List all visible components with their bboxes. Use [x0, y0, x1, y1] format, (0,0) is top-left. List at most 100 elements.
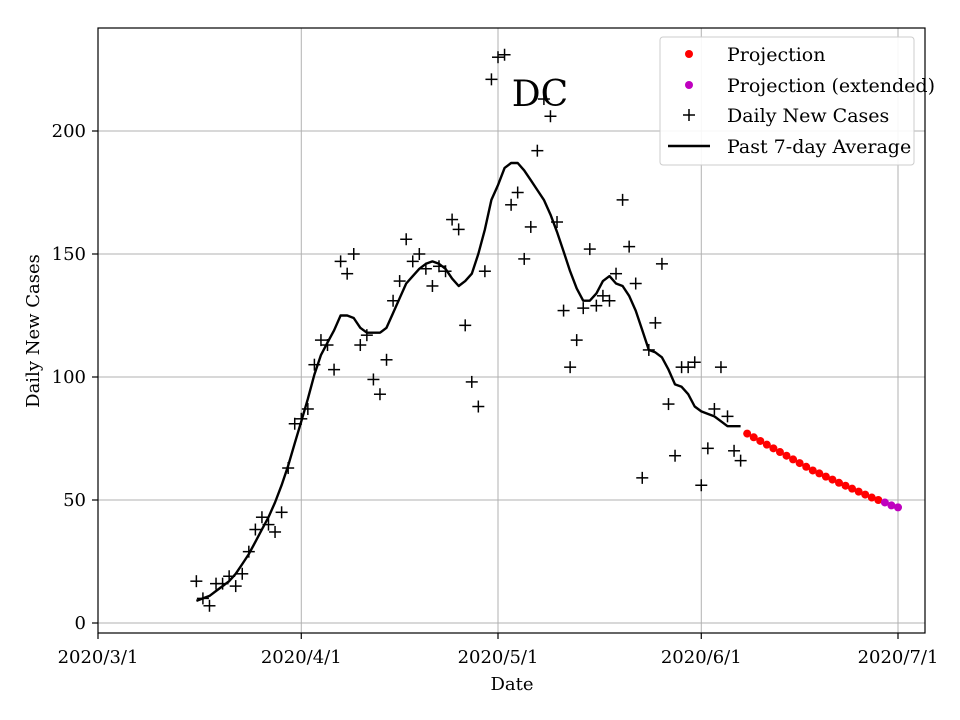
daily-case-point: [524, 220, 537, 233]
daily-case-point: [518, 252, 531, 265]
x-tick-label: 2020/7/1: [858, 647, 939, 668]
projection-extended-point: [880, 498, 889, 507]
daily-case-point: [328, 363, 341, 376]
daily-case-point: [190, 575, 203, 588]
daily-case-point: [360, 329, 373, 342]
daily-case-point: [452, 223, 465, 236]
projection-point: [815, 469, 824, 478]
daily-case-point: [242, 545, 255, 558]
daily-case-point: [314, 334, 327, 347]
daily-case-point: [216, 577, 229, 590]
daily-case-point: [301, 402, 314, 415]
projection-point: [775, 448, 784, 457]
chart-title: DC: [512, 74, 568, 115]
legend-label-projection: Projection: [727, 44, 825, 66]
daily-case-point: [590, 299, 603, 312]
daily-case-point: [321, 339, 334, 352]
daily-case-point: [354, 339, 367, 352]
daily-case-point: [531, 144, 544, 157]
daily-case-point: [629, 277, 642, 290]
daily-case-point: [577, 302, 590, 315]
projection-point: [769, 444, 778, 453]
daily-case-point: [682, 361, 695, 374]
y-tick-label: 100: [52, 367, 86, 388]
daily-case-point: [203, 599, 216, 612]
daily-case-point: [367, 373, 380, 386]
axis-ticks: 2020/3/1 2020/4/1 2020/5/1 2020/6/1 2020/7/1…: [52, 121, 939, 668]
projection-point: [834, 478, 843, 487]
daily-case-point: [223, 570, 236, 583]
legend-label-projection-extended: Projection (extended): [727, 75, 935, 97]
daily-case-point: [603, 294, 616, 307]
daily-case-point: [669, 449, 682, 462]
daily-case-point: [623, 240, 636, 253]
daily-case-point: [255, 511, 268, 524]
projection-point: [874, 496, 883, 504]
daily-case-point: [688, 356, 701, 369]
projection-extended-point: [894, 503, 902, 512]
projection-point: [867, 493, 876, 502]
daily-case-point: [380, 353, 393, 366]
daily-case-point: [478, 265, 491, 278]
daily-case-point: [393, 275, 406, 288]
projection-point: [749, 433, 758, 442]
legend-marker-projection-extended: [685, 81, 693, 89]
daily-case-point: [636, 471, 649, 484]
x-tick-label: 2020/3/1: [58, 647, 139, 668]
daily-case-point: [373, 388, 386, 401]
daily-case-point: [544, 110, 557, 123]
legend-marker-projection: [685, 50, 693, 58]
y-tick-label: 200: [52, 121, 86, 142]
projection-point: [789, 455, 798, 464]
daily-case-point: [649, 316, 662, 329]
daily-case-point: [564, 361, 577, 374]
projection-extended-point: [887, 501, 896, 510]
daily-case-point: [275, 506, 288, 519]
daily-case-point: [492, 51, 504, 64]
daily-case-point: [537, 93, 550, 106]
daily-case-point: [400, 233, 413, 246]
y-tick-label: 50: [63, 490, 86, 511]
daily-case-point: [721, 410, 734, 423]
x-tick-label: 2020/4/1: [261, 647, 342, 668]
projection-point: [782, 451, 791, 460]
daily-case-point: [596, 289, 609, 302]
daily-case-point: [196, 592, 209, 605]
x-tick-label: 2020/5/1: [458, 647, 539, 668]
daily-case-point: [465, 375, 478, 388]
daily-case-point: [334, 255, 347, 268]
daily-case-point: [459, 319, 472, 332]
daily-case-point: [570, 334, 583, 347]
legend-label-past-7-day-average: Past 7-day Average: [727, 136, 911, 158]
daily-case-point: [511, 186, 524, 199]
daily-case-point: [714, 361, 727, 374]
plot-frame: [97, 27, 926, 634]
legend: Projection Projection (extended) Daily N…: [659, 36, 935, 166]
daily-case-point: [472, 400, 485, 413]
x-axis-label: Date: [490, 674, 533, 695]
projection-point: [841, 481, 850, 490]
projection-point: [743, 429, 752, 438]
daily-case-point: [610, 267, 623, 280]
legend-marker-daily-new-cases: [683, 109, 695, 121]
projection-point: [808, 466, 817, 475]
daily-case-point: [308, 358, 321, 371]
daily-case-point: [655, 257, 668, 270]
daily-case-point: [406, 255, 419, 268]
daily-case-point: [498, 48, 511, 61]
projection-point: [854, 487, 863, 496]
daily-case-point: [229, 580, 242, 593]
daily-case-point: [269, 525, 282, 538]
daily-case-point: [387, 294, 400, 307]
daily-case-point: [432, 260, 445, 273]
daily-case-point: [485, 73, 498, 86]
daily-case-point: [701, 442, 714, 455]
projection-point: [861, 490, 870, 499]
y-tick-label: 0: [75, 613, 86, 634]
projection-point: [821, 472, 830, 481]
daily-case-point: [282, 462, 295, 475]
daily-case-point: [419, 262, 432, 275]
daily-case-point: [728, 444, 741, 457]
projection-point: [802, 462, 811, 471]
projection-point: [762, 440, 771, 449]
